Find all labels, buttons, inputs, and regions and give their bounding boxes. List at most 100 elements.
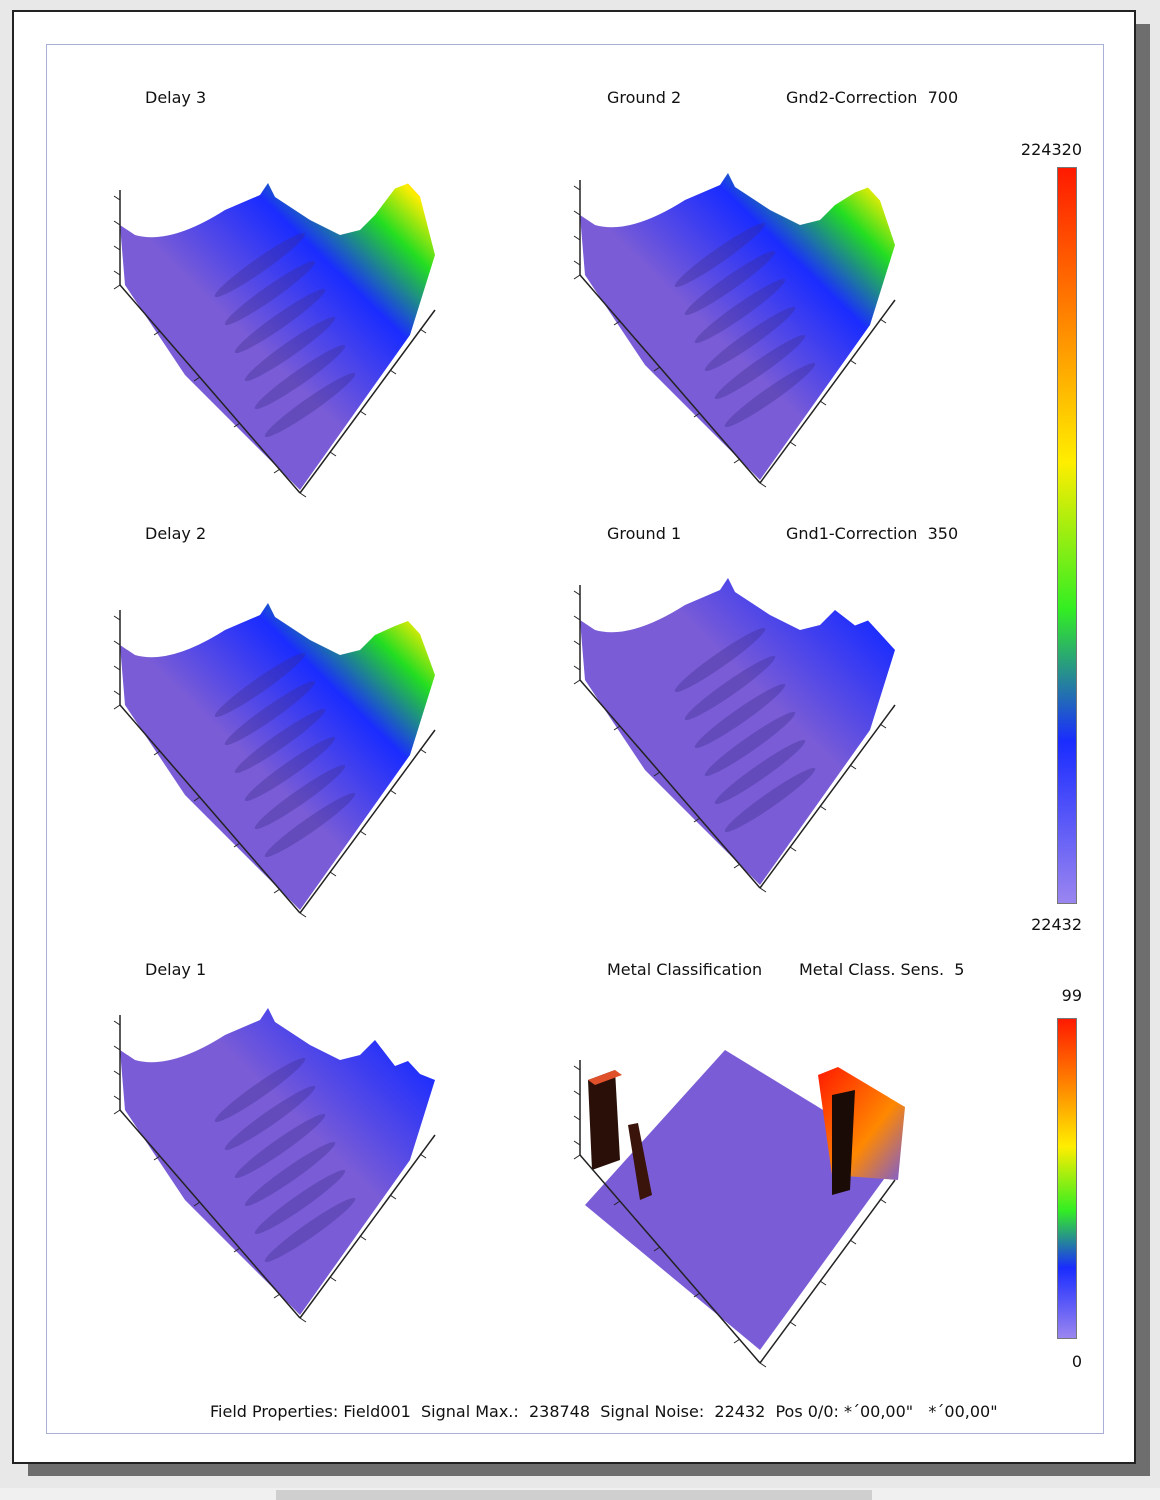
surface-ridge	[244, 1141, 336, 1207]
z-axis-tick	[113, 615, 121, 621]
y-axis-tick	[299, 492, 307, 498]
x-axis-tick	[113, 1109, 121, 1115]
y-axis-tick	[419, 328, 427, 334]
report-frame	[46, 44, 1104, 1434]
x-axis-tick	[693, 412, 701, 418]
y-axis-tick	[879, 723, 887, 729]
panel-title-ground-2: Ground 2	[607, 88, 682, 107]
z-axis-tick	[573, 590, 581, 596]
y-axis-line	[759, 704, 896, 889]
y-axis-tick	[759, 887, 767, 893]
y-axis-tick	[329, 451, 337, 457]
y-axis-tick	[759, 482, 767, 488]
surface-ridge	[264, 792, 356, 858]
x-axis-tick	[733, 863, 741, 869]
surface-plot-delay-1	[110, 1000, 450, 1330]
metal-class-sens-label: Metal Class. Sens. 5	[799, 960, 965, 979]
z-axis-tick	[113, 1045, 121, 1051]
z-axis-tick	[573, 185, 581, 191]
x-axis-tick	[653, 366, 661, 372]
classification-block	[588, 1070, 620, 1170]
y-axis-tick	[329, 1276, 337, 1282]
z-axis-tick	[113, 690, 121, 696]
surface-ridge	[214, 652, 306, 718]
y-axis-tick	[819, 400, 827, 406]
panel-title-delay-2: Delay 2	[145, 524, 207, 543]
gnd2-correction-label: Gnd2-Correction 700	[786, 88, 959, 107]
surface-ridge	[674, 627, 766, 693]
y-axis-tick	[359, 1235, 367, 1241]
surface-mesh	[580, 173, 895, 480]
x-axis-tick	[573, 1154, 581, 1160]
surface-svg	[573, 1050, 905, 1368]
surface-ridge	[214, 232, 306, 298]
x-axis-line	[119, 1109, 301, 1319]
y-axis-tick	[879, 1198, 887, 1204]
x-axis-tick	[273, 888, 281, 894]
z-axis-tick	[113, 1070, 121, 1076]
horizontal-scrollbar-thumb[interactable]	[276, 1490, 872, 1500]
x-axis-tick	[233, 842, 241, 848]
surface-ridge	[694, 683, 786, 749]
panel-title-metal-classification: Metal Classification	[607, 960, 763, 979]
surface-mesh	[120, 183, 435, 490]
surface-mesh	[120, 603, 435, 910]
z-axis-tick	[573, 615, 581, 621]
z-axis-tick	[113, 640, 121, 646]
x-axis-tick	[273, 1293, 281, 1299]
x-axis-line	[119, 284, 301, 494]
x-axis-tick	[113, 704, 121, 710]
x-axis-tick	[153, 750, 161, 756]
x-axis-line	[119, 704, 301, 914]
surface-ridge	[254, 344, 346, 410]
y-axis-tick	[299, 912, 307, 918]
x-axis-tick	[273, 468, 281, 474]
classification-block-top	[588, 1070, 622, 1085]
gnd1-correction-label: Gnd1-Correction 350	[786, 524, 959, 543]
x-axis-line	[579, 679, 761, 889]
signal-color-scale	[1057, 167, 1077, 904]
surface-ridge	[704, 306, 796, 372]
y-axis-tick	[849, 764, 857, 770]
z-axis-tick	[573, 235, 581, 241]
classification-block-shadow	[832, 1090, 855, 1195]
surface-plot-ground-2	[570, 165, 910, 495]
z-axis-tick	[573, 640, 581, 646]
y-axis-tick	[789, 846, 797, 852]
z-axis-tick	[573, 1140, 581, 1146]
surface-ridge	[224, 680, 316, 746]
x-axis-tick	[193, 796, 201, 802]
x-axis-line	[579, 274, 761, 484]
panel-title-delay-1: Delay 1	[145, 960, 207, 979]
y-axis-tick	[879, 318, 887, 324]
panel-title-ground-1: Ground 1	[607, 524, 682, 543]
y-axis-tick	[849, 1239, 857, 1245]
z-axis-tick	[573, 1090, 581, 1096]
z-axis-tick	[113, 1095, 121, 1101]
x-axis-tick	[733, 1338, 741, 1344]
surface-ridge	[684, 250, 776, 316]
x-axis-tick	[613, 725, 621, 731]
signal-scale-min: 22432	[1031, 915, 1082, 934]
surface-ridge	[224, 1085, 316, 1151]
field-properties-footer: Field Properties: Field001 Signal Max.: …	[210, 1402, 998, 1421]
surface-ridge	[254, 1169, 346, 1235]
x-axis-tick	[233, 1247, 241, 1253]
z-axis-tick	[573, 665, 581, 671]
classification-block	[628, 1123, 652, 1200]
surface-ridge	[724, 767, 816, 833]
y-axis-tick	[819, 1280, 827, 1286]
x-axis-tick	[653, 771, 661, 777]
y-axis-tick	[419, 748, 427, 754]
surface-ridge	[264, 1197, 356, 1263]
surface-ridge	[704, 711, 796, 777]
y-axis-tick	[819, 805, 827, 811]
x-axis-tick	[153, 330, 161, 336]
y-axis-tick	[789, 441, 797, 447]
surface-ridge	[214, 1057, 306, 1123]
surface-ridge	[244, 736, 336, 802]
surface-ridge	[714, 334, 806, 400]
signal-scale-max: 224320	[1020, 140, 1082, 159]
surface-ridge	[694, 278, 786, 344]
surface-ridge	[264, 372, 356, 438]
